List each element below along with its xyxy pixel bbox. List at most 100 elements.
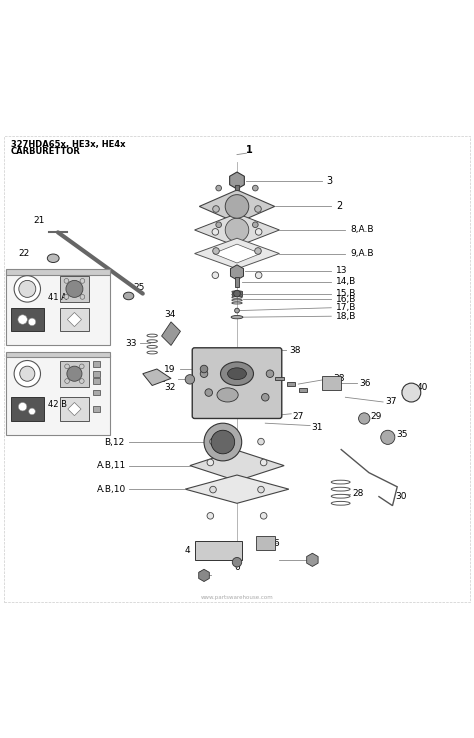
Ellipse shape xyxy=(95,292,106,300)
Circle shape xyxy=(67,366,82,382)
Polygon shape xyxy=(67,312,82,327)
Bar xyxy=(6,269,110,275)
Circle shape xyxy=(255,229,262,235)
Text: 28: 28 xyxy=(353,489,364,498)
Text: 38: 38 xyxy=(289,345,301,355)
Text: 327HDA65x, HE3x, HE4x: 327HDA65x, HE3x, HE4x xyxy=(11,140,125,150)
Bar xyxy=(232,292,242,296)
Text: 14,B: 14,B xyxy=(336,277,356,286)
Circle shape xyxy=(20,366,35,382)
Circle shape xyxy=(18,315,27,324)
Ellipse shape xyxy=(123,292,134,300)
Text: 8,A.B: 8,A.B xyxy=(350,226,374,235)
Bar xyxy=(60,397,89,421)
Bar xyxy=(6,351,110,357)
Text: 5: 5 xyxy=(310,555,316,565)
Circle shape xyxy=(80,294,85,299)
Text: 18,B: 18,B xyxy=(336,311,356,321)
Text: A.B,11: A.B,11 xyxy=(97,461,126,470)
Text: 17,B: 17,B xyxy=(336,303,356,312)
Circle shape xyxy=(216,222,221,227)
Polygon shape xyxy=(185,475,289,503)
Text: 25: 25 xyxy=(133,283,145,292)
Circle shape xyxy=(207,512,214,519)
Ellipse shape xyxy=(47,254,59,263)
Bar xyxy=(11,397,44,421)
Text: 38: 38 xyxy=(334,374,345,383)
Bar xyxy=(93,390,100,396)
Circle shape xyxy=(258,486,264,493)
Ellipse shape xyxy=(228,368,246,379)
Polygon shape xyxy=(307,554,318,567)
Ellipse shape xyxy=(231,316,243,319)
Text: 30: 30 xyxy=(395,492,406,500)
Circle shape xyxy=(255,272,262,278)
Text: www.partswarehouse.com: www.partswarehouse.com xyxy=(201,595,273,600)
Bar xyxy=(6,270,110,345)
Polygon shape xyxy=(199,190,275,223)
Text: 37: 37 xyxy=(385,398,397,407)
Text: 41 A: 41 A xyxy=(48,293,67,302)
Bar xyxy=(60,361,89,387)
Circle shape xyxy=(14,276,40,302)
Bar xyxy=(93,378,100,384)
Circle shape xyxy=(258,438,264,445)
Text: 22: 22 xyxy=(18,249,30,258)
Circle shape xyxy=(29,408,36,415)
Circle shape xyxy=(210,486,216,493)
Circle shape xyxy=(18,402,27,411)
Text: 26: 26 xyxy=(63,315,74,324)
Circle shape xyxy=(204,423,242,461)
Circle shape xyxy=(212,272,219,278)
Bar xyxy=(275,376,283,380)
Circle shape xyxy=(234,290,240,297)
Circle shape xyxy=(253,185,258,191)
Text: 34: 34 xyxy=(164,310,176,320)
Bar xyxy=(93,371,100,376)
Text: 33: 33 xyxy=(125,339,137,348)
Circle shape xyxy=(216,185,221,191)
Circle shape xyxy=(212,229,219,235)
Circle shape xyxy=(65,379,70,384)
Text: 29: 29 xyxy=(370,412,381,421)
Circle shape xyxy=(358,413,370,424)
Polygon shape xyxy=(199,569,210,582)
Bar xyxy=(287,382,295,386)
Text: 27: 27 xyxy=(292,412,304,421)
Polygon shape xyxy=(213,244,261,263)
Circle shape xyxy=(260,459,267,466)
Circle shape xyxy=(213,248,219,255)
Polygon shape xyxy=(230,265,244,280)
Text: 16,B: 16,B xyxy=(336,294,356,304)
Polygon shape xyxy=(230,172,244,189)
Circle shape xyxy=(80,364,84,369)
Text: 21: 21 xyxy=(33,216,45,225)
Circle shape xyxy=(255,248,261,255)
Ellipse shape xyxy=(225,218,249,242)
Bar xyxy=(11,308,44,331)
Polygon shape xyxy=(190,450,284,481)
Text: 9,A.B: 9,A.B xyxy=(350,249,374,258)
Circle shape xyxy=(64,294,69,299)
Circle shape xyxy=(211,430,235,454)
Circle shape xyxy=(260,512,267,519)
Polygon shape xyxy=(68,402,81,415)
Bar xyxy=(93,362,100,367)
Bar xyxy=(235,184,239,190)
Text: 42 B: 42 B xyxy=(48,400,67,409)
Circle shape xyxy=(210,438,216,445)
Bar xyxy=(256,537,275,551)
Circle shape xyxy=(65,364,70,369)
Text: 40: 40 xyxy=(416,383,428,393)
Text: 0: 0 xyxy=(234,563,240,573)
Polygon shape xyxy=(195,213,279,246)
Text: 19: 19 xyxy=(164,365,176,373)
Circle shape xyxy=(262,393,269,401)
Polygon shape xyxy=(143,369,171,385)
FancyBboxPatch shape xyxy=(192,348,282,418)
Text: 31: 31 xyxy=(311,424,323,432)
Ellipse shape xyxy=(220,362,254,385)
Text: 6: 6 xyxy=(274,539,280,548)
Bar xyxy=(195,541,242,560)
Text: 32: 32 xyxy=(164,383,176,393)
